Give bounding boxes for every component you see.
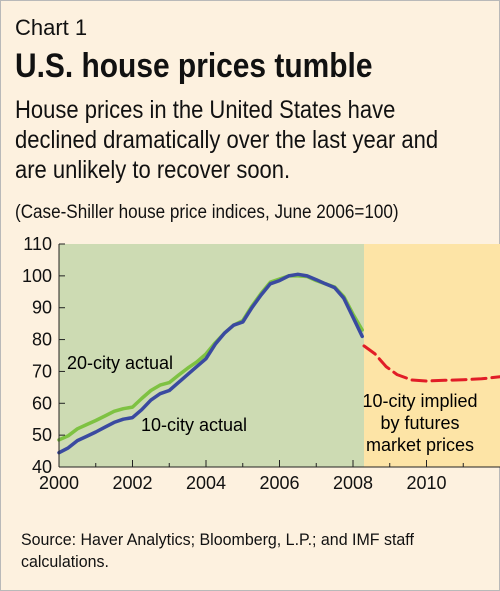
y-tick-label: 110: [23, 236, 52, 254]
background-regions: [59, 244, 500, 467]
x-tick-label: 2010: [406, 473, 446, 493]
annotation-20-city: 20-city actual: [67, 353, 173, 373]
x-tick-label: 2008: [333, 473, 373, 493]
series-10-city-line: [57, 272, 364, 455]
y-tick-label: 80: [32, 330, 52, 350]
y-tick-label: 100: [22, 266, 52, 286]
x-tick-label: 2002: [112, 473, 152, 493]
chart-title: U.S. house prices tumble: [15, 47, 373, 85]
chart-number: Chart 1: [15, 15, 88, 40]
y-tick-label: 70: [32, 361, 52, 381]
annotation-10-city: 10-city actual: [141, 415, 247, 435]
forecast-period-region: [364, 244, 500, 467]
x-tick-label: 2004: [186, 473, 226, 493]
y-tick-label: 90: [32, 298, 52, 318]
x-tick-label: 2006: [259, 473, 299, 493]
y-tick-label: 60: [32, 393, 52, 413]
annotation-futures-line2: by futures: [380, 413, 459, 433]
line-chart: 40 50 60 70 80 90 100 110 2000 2002 2004 2006 2008 20…: [22, 236, 500, 493]
axes: 40 50 60 70 80 90 100 110 2000 2002 2004 2006 2008 20…: [22, 236, 500, 493]
chart-subtitle: (Case-Shiller house price indices, June …: [15, 202, 399, 223]
chart-description: House prices in the United States have d…: [15, 96, 439, 184]
actual-period-region: [59, 244, 365, 467]
series-lines: [57, 272, 500, 455]
annotation-futures-line3: market prices: [366, 435, 474, 455]
y-tick-label: 40: [32, 457, 52, 477]
annotation-futures-line1: 10-city implied: [362, 391, 477, 411]
chart-source: Source: Haver Analytics; Bloomberg, L.P.…: [21, 530, 414, 571]
y-tick-label: 50: [32, 425, 52, 445]
annotations: 20-city actual 10-city actual 10-city im…: [67, 353, 478, 455]
series-futures-line: [362, 344, 500, 383]
x-tick-label: 2000: [39, 473, 79, 493]
